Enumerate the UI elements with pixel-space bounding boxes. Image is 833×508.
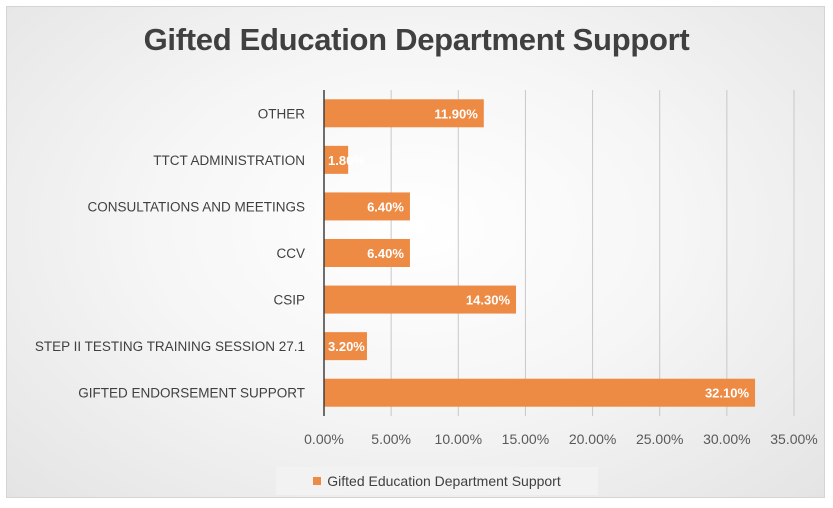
x-tick-label: 30.00% <box>703 431 750 447</box>
bar <box>324 145 349 174</box>
data-label: 6.40% <box>367 199 404 214</box>
legend: Gifted Education Department Support <box>276 467 598 495</box>
category-label: GIFTED ENDORSEMENT SUPPORT <box>78 386 305 401</box>
data-label: 6.40% <box>367 246 404 261</box>
data-label: 3.20% <box>328 339 365 354</box>
x-tick-label: 35.00% <box>770 431 817 447</box>
bar <box>324 192 410 221</box>
x-tick-label: 5.00% <box>371 431 411 447</box>
category-label: CONSULTATIONS AND MEETINGS <box>87 199 305 214</box>
category-label: CCV <box>276 246 305 261</box>
x-tick-label: 15.00% <box>502 431 549 447</box>
chart-frame <box>6 6 825 498</box>
category-label: TTCT ADMINISTRATION <box>153 153 305 168</box>
data-label: 14.30% <box>466 293 511 308</box>
bar <box>324 99 484 128</box>
data-label: 1.80% <box>328 153 365 168</box>
bar <box>324 332 367 361</box>
bar <box>324 378 756 407</box>
category-label: OTHER <box>258 106 306 121</box>
legend-label: Gifted Education Department Support <box>327 473 561 489</box>
x-tick-label: 10.00% <box>435 431 482 447</box>
x-tick-label: 25.00% <box>636 431 683 447</box>
bar <box>324 285 517 314</box>
category-label: STEP II TESTING TRAINING SESSION 27.1 <box>35 339 305 354</box>
legend-swatch <box>313 477 322 485</box>
data-label: 11.90% <box>434 106 478 121</box>
chart-title: Gifted Education Department Support <box>143 22 690 57</box>
x-tick-label: 0.00% <box>304 431 344 447</box>
x-tick-label: 20.00% <box>569 431 616 447</box>
category-label: CSIP <box>273 293 305 308</box>
bar <box>324 239 410 267</box>
data-label: 32.10% <box>705 386 750 401</box>
